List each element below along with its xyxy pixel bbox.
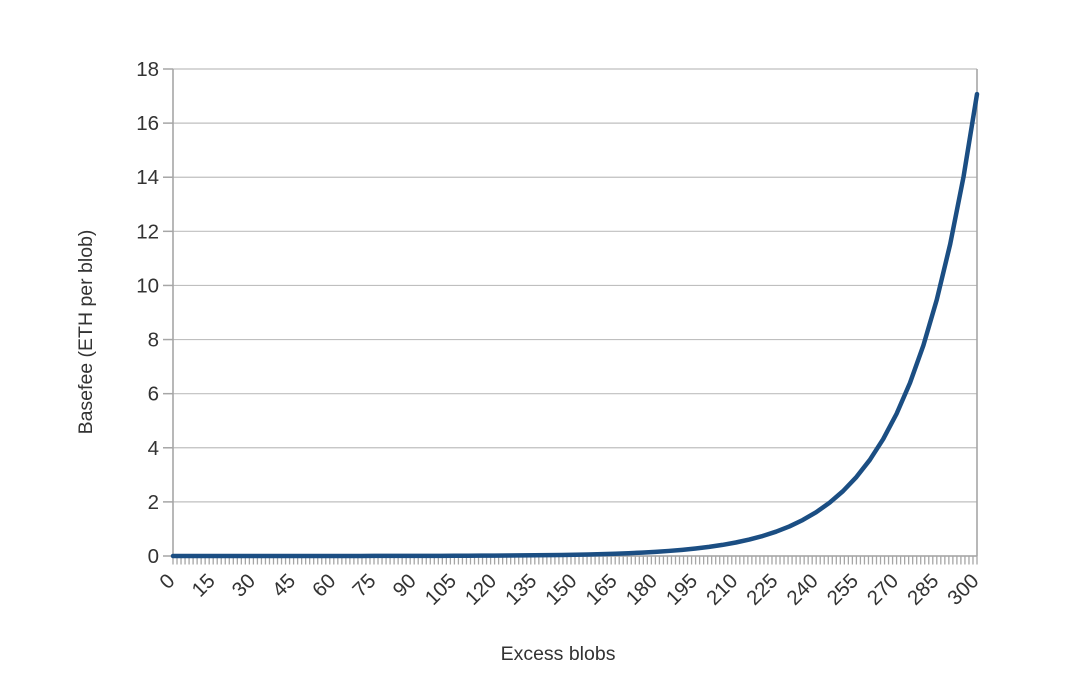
x-tick-label: 0 [155,569,179,593]
x-tick-label: 30 [228,569,260,601]
y-tick-label: 4 [148,437,159,460]
y-tick-label: 16 [136,112,159,135]
x-tick-label: 135 [501,569,541,609]
axis-lines [172,69,978,557]
x-axis-title: Excess blobs [501,643,616,665]
y-tick-label: 10 [136,274,159,297]
x-tick-label: 90 [388,569,420,601]
x-tick-label: 150 [541,569,581,609]
gridlines [173,68,977,557]
x-tick-label: 210 [702,569,742,609]
x-tick-label: 300 [943,569,983,609]
y-tick-label: 12 [136,220,159,243]
x-tick-label: 240 [782,569,822,609]
y-tick-label: 6 [148,383,159,406]
x-tick-label: 60 [308,569,340,601]
x-tick-label: 120 [461,569,501,609]
x-tick-label: 165 [581,569,621,609]
x-tick-label: 270 [863,569,903,609]
y-axis-title: Basefee (ETH per blob) [75,230,97,435]
y-tick-label: 8 [148,329,159,352]
axis-ticks [163,68,978,565]
x-tick-label: 15 [187,569,219,601]
series-layer [170,91,980,559]
x-tick-label: 45 [268,569,300,601]
y-tick-label: 0 [148,545,159,568]
x-tick-label: 180 [621,569,661,609]
x-tick-label: 195 [662,569,702,609]
y-tick-label: 2 [148,491,159,514]
x-tick-label: 75 [348,569,380,601]
x-tick-label: 255 [822,569,862,609]
y-tick-label: 18 [136,58,159,81]
x-tick-label: 285 [903,569,943,609]
y-tick-label: 14 [136,166,159,189]
basefee-curve [170,91,980,559]
x-tick-label: 225 [742,569,782,609]
x-tick-label: 105 [420,569,460,609]
